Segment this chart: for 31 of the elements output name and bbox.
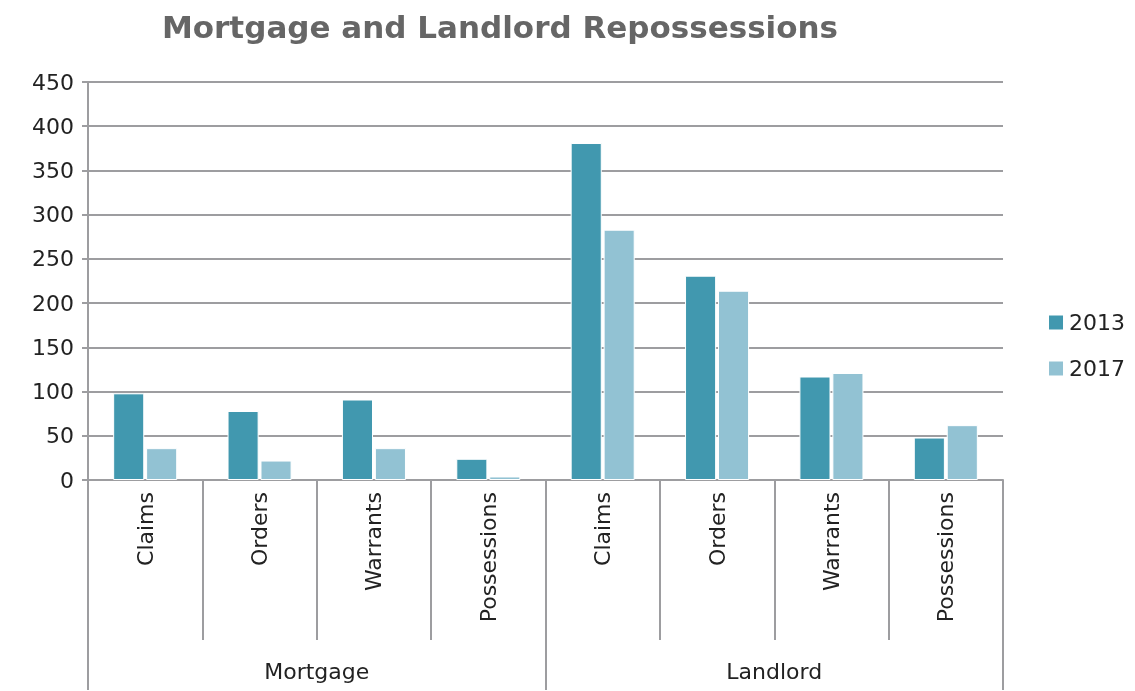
y-tick-label: 350 <box>32 157 74 183</box>
y-tick-label: 150 <box>32 334 74 360</box>
bar <box>913 437 945 480</box>
text: Landlord <box>726 658 823 684</box>
x-tick-label: Possessions <box>933 492 959 623</box>
x-tick-label: Claims <box>590 492 616 566</box>
bar <box>946 425 978 480</box>
legend-label: 2013 <box>1069 310 1126 335</box>
legend-label: 2017 <box>1069 356 1126 381</box>
x-tick-label: Warrants <box>818 492 844 592</box>
x-tick-label: Orders <box>247 492 273 566</box>
y-tick-label: 250 <box>32 246 74 272</box>
x-tick-label: Possessions <box>475 492 501 623</box>
bar <box>374 448 406 480</box>
bar <box>685 275 717 480</box>
y-tick-label: 0 <box>60 467 74 493</box>
x-tick-label: Orders <box>704 492 730 566</box>
x-tick-label: Warrants <box>361 492 387 592</box>
y-tick-label: 400 <box>32 113 74 139</box>
text: Mortgage <box>264 658 370 684</box>
x-tick-label: Claims <box>132 492 158 566</box>
y-tick-label: 200 <box>32 290 74 316</box>
y-tick-label: 50 <box>46 423 74 449</box>
y-tick-label: 100 <box>32 379 74 405</box>
chart-title: Mortgage and Landlord Repossessions <box>161 8 839 45</box>
bar <box>113 393 145 480</box>
bar <box>341 399 373 480</box>
y-tick-label: 300 <box>32 202 74 228</box>
bar <box>146 448 178 480</box>
bar <box>718 290 750 480</box>
y-tick-label: 450 <box>32 69 74 95</box>
